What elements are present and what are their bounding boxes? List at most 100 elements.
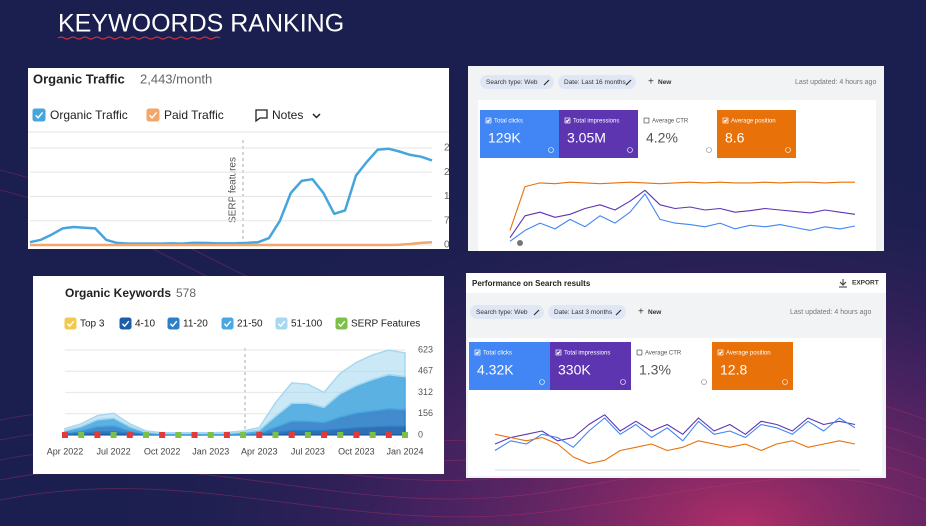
serp-marker [402, 432, 408, 438]
checkmark [223, 320, 232, 328]
legend-label[interactable]: Paid Traffic [164, 108, 224, 122]
metric-tile[interactable] [480, 110, 559, 158]
metric-tile[interactable] [559, 110, 638, 158]
metric-value: 1.3% [639, 362, 671, 378]
serp-marker [385, 432, 392, 438]
serp-marker [288, 432, 295, 438]
x-tick-label: Apr 2022 [47, 446, 84, 456]
checkbox [636, 349, 643, 356]
checkmark [277, 320, 286, 328]
series-line [30, 240, 433, 247]
metric-tile[interactable] [469, 342, 550, 390]
metric-value: 12.8 [720, 362, 747, 378]
checkmark [66, 320, 75, 328]
x-tick-label: Oct 2022 [144, 446, 181, 456]
area [64, 349, 406, 435]
filter-chip[interactable] [480, 75, 554, 89]
serp-marker [62, 432, 68, 438]
series-line [494, 414, 856, 445]
serp-marker [191, 432, 198, 438]
edit-icon [543, 79, 550, 86]
serp-marker [353, 432, 360, 438]
series-line [509, 193, 856, 242]
panel-title: Organic Keywords [65, 286, 171, 300]
spell-underline [57, 36, 221, 40]
chevron [312, 113, 321, 119]
checkmark [723, 118, 728, 123]
serp-marker [110, 432, 117, 438]
new-plus: + [638, 307, 644, 318]
checkbox-outline [485, 117, 492, 124]
checkbox-outline [474, 349, 481, 356]
metric-tile[interactable] [550, 342, 631, 390]
x-tick-label: Jan 2023 [192, 446, 229, 456]
serp-marker [78, 432, 85, 438]
new-button[interactable]: New [648, 309, 662, 316]
legend-label[interactable]: SERP Features [351, 319, 420, 330]
metric-tile[interactable] [717, 110, 796, 158]
notes-button[interactable]: Notes [272, 108, 303, 122]
help-icon [620, 379, 626, 385]
metric-value: 129K [488, 130, 521, 146]
x-tick-label: Oct 2023 [338, 446, 375, 456]
legend-label[interactable]: Organic Traffic [50, 108, 128, 122]
help-icon [785, 147, 791, 153]
filter-chip[interactable] [470, 305, 544, 319]
metric-tile[interactable] [631, 342, 712, 390]
series-line [29, 147, 433, 245]
y-tick-label: 0 [418, 429, 423, 439]
checkbox [643, 117, 650, 124]
metric-value: 8.6 [725, 130, 745, 146]
filter-chip[interactable] [548, 305, 626, 319]
filter-chip[interactable] [558, 75, 636, 89]
metric-label: Total impressions [564, 351, 610, 357]
panel [28, 68, 449, 249]
panel-title: Performance on Search results [472, 279, 591, 288]
metric-label: Average position [726, 351, 771, 357]
help-icon [782, 379, 788, 385]
legend-label[interactable]: Top 3 [80, 319, 105, 330]
checkmark [565, 118, 570, 123]
edit-icon [615, 309, 622, 316]
checkbox [32, 108, 46, 122]
panel-subtitle: 2,443/month [140, 71, 212, 86]
checkbox-outline [643, 117, 650, 124]
start-marker [517, 240, 523, 246]
filter-chip-label: Search type: Web [476, 309, 528, 316]
y-tick-label: 623 [418, 344, 433, 354]
legend-label[interactable]: 21-50 [237, 319, 263, 330]
export-button[interactable]: EXPORT [852, 280, 879, 287]
metric-tile[interactable] [638, 110, 717, 158]
checkbox [221, 317, 234, 330]
filter-chip-label: Search type: Web [486, 79, 538, 86]
checkbox-outline [722, 117, 729, 124]
legend-label[interactable]: 51-100 [291, 319, 323, 330]
metric-value: 330K [558, 362, 591, 378]
last-updated: Last updated: 4 hours ago [790, 309, 871, 316]
x-tick-label: Jul 2022 [97, 446, 131, 456]
x-tick-label: Jul 2023 [291, 446, 325, 456]
serp-marker [94, 432, 101, 438]
y-tick-label: 2.8K [444, 143, 465, 154]
checkmark [35, 112, 44, 119]
serp-marker [159, 432, 166, 438]
legend-label[interactable]: 4-10 [135, 319, 155, 330]
serp-marker [175, 432, 182, 438]
new-button[interactable]: New [658, 79, 672, 86]
metric-label: Total impressions [573, 119, 619, 125]
checkmark [121, 320, 130, 328]
checkbox [335, 317, 348, 330]
last-updated: Last updated: 4 hours ago [795, 79, 876, 86]
metric-tile[interactable] [712, 342, 793, 390]
checkbox [64, 317, 77, 330]
checkbox-outline [636, 349, 643, 356]
serp-marker [256, 432, 263, 438]
checkmark [169, 320, 178, 328]
serp-marker [272, 432, 279, 438]
checkbox [275, 317, 288, 330]
serp-marker [240, 432, 247, 438]
y-tick-label: 156 [418, 408, 433, 418]
serp-marker [223, 432, 230, 438]
legend-label[interactable]: 11-20 [183, 319, 208, 330]
help-icon [548, 147, 554, 153]
